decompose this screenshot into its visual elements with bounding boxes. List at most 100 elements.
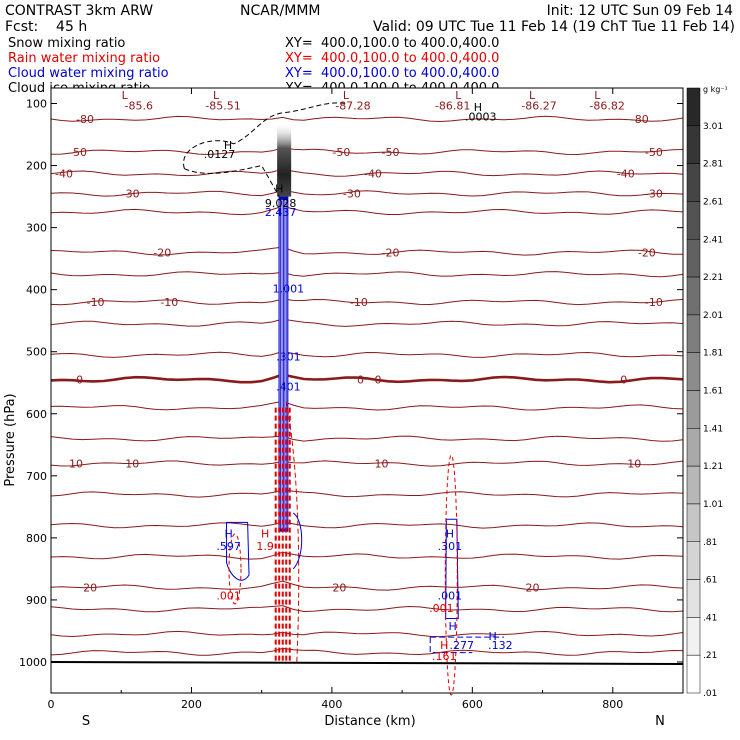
field-max-label: .277 bbox=[450, 639, 475, 652]
rain-outer-contour bbox=[285, 401, 300, 662]
temperature-contours: -80 -80-50 -50 -50 -50-40 -40 -40-30 -30 -30-20-… bbox=[50, 113, 684, 665]
colorbar-level-label: 1.01 bbox=[703, 500, 723, 510]
isotherm-955 bbox=[50, 630, 684, 638]
colorbar-level-label: .21 bbox=[703, 651, 717, 661]
field-max-label: .001 bbox=[438, 590, 463, 603]
field-max-label: .0127 bbox=[204, 148, 236, 161]
isotherm-label: 10 bbox=[375, 457, 389, 470]
minimum-label: L bbox=[122, 89, 129, 102]
isotherm-label: 10 bbox=[69, 457, 83, 470]
rain-cell-east bbox=[444, 454, 458, 696]
field-max-label: H bbox=[474, 101, 482, 114]
colorbar-level-label: .41 bbox=[703, 613, 717, 623]
field-max-label: H bbox=[446, 528, 454, 541]
isotherm-label: -20 bbox=[638, 246, 656, 259]
y-tick-label: 600 bbox=[26, 408, 47, 421]
institution: NCAR/MMM bbox=[240, 3, 321, 19]
legend-cloud-water-label: Cloud water mixing ratio bbox=[8, 66, 169, 81]
isotherm-label: -10 bbox=[160, 296, 178, 309]
minimum-label: -86.81 bbox=[435, 99, 470, 112]
legend-rain-label: Rain water mixing ratio bbox=[8, 51, 160, 66]
x-tick-label: 800 bbox=[602, 698, 623, 711]
minimum-label: -86.82 bbox=[589, 99, 624, 112]
colorbar-swatch bbox=[686, 541, 701, 580]
plot-background bbox=[51, 88, 683, 693]
hydrometeor-fields bbox=[183, 102, 504, 696]
isotherm-340 bbox=[50, 246, 684, 256]
cloud-water-cell-east bbox=[445, 518, 459, 620]
isotherm-label: -50 bbox=[382, 146, 400, 159]
minimum-label: -85.51 bbox=[205, 99, 240, 112]
isotherm-label: 10 bbox=[627, 457, 641, 470]
isotherm-label: 0 bbox=[620, 374, 627, 387]
field-max-label: .001 bbox=[429, 602, 454, 615]
x-tick-label: 600 bbox=[462, 698, 483, 711]
y-tick-label: 100 bbox=[26, 98, 47, 111]
minimum-label: L bbox=[343, 89, 350, 102]
y-tick-label: 900 bbox=[26, 594, 47, 607]
colorbar-level-label: 2.41 bbox=[703, 235, 723, 245]
y-tick-label: 1000 bbox=[19, 656, 47, 669]
isotherm-275 bbox=[50, 205, 684, 216]
isotherm-125 bbox=[50, 115, 684, 123]
legend-snow-xy: XY= 400.0,100.0 to 400.0,400.0 bbox=[285, 36, 499, 51]
colorbar-swatch bbox=[686, 352, 701, 391]
isotherm-label: -10 bbox=[87, 296, 105, 309]
colorbar-swatch bbox=[686, 125, 701, 164]
isotherm-label: 10 bbox=[125, 457, 139, 470]
field-max-label: 1.001 bbox=[273, 282, 305, 295]
colorbar-level-label: .81 bbox=[703, 538, 717, 548]
isotherm-590 bbox=[50, 400, 684, 411]
y-tick-label: 500 bbox=[26, 346, 47, 359]
field-max-label: H bbox=[489, 630, 497, 643]
isotherm-880 bbox=[50, 580, 684, 591]
isotherm-label: -50 bbox=[69, 146, 87, 159]
field-max-label: .001 bbox=[216, 590, 241, 603]
colorbar-swatch bbox=[686, 314, 701, 353]
valid-time: Valid: 09 UTC Tue 11 Feb 14 (19 ChT Tue … bbox=[373, 19, 735, 35]
colorbar-level-label: 1.21 bbox=[703, 462, 723, 472]
field-max-label: H bbox=[449, 620, 457, 633]
field-max-label: H bbox=[261, 528, 269, 541]
field-max-label: H bbox=[224, 139, 232, 152]
isotherm-label: -50 bbox=[332, 146, 350, 159]
plot-border bbox=[50, 87, 684, 694]
isotherm-label: -80 bbox=[76, 113, 94, 126]
colorbar-swatch bbox=[686, 390, 701, 429]
cloud-water-column bbox=[278, 196, 289, 532]
isotherm-245 bbox=[50, 189, 684, 197]
isotherm-label: 20 bbox=[525, 582, 539, 595]
minimum-label: L bbox=[529, 89, 536, 102]
isotherm-label: -80 bbox=[631, 113, 649, 126]
x-tick-label: 0 bbox=[48, 698, 55, 711]
isotherm-730 bbox=[50, 489, 684, 498]
field-max-label: .161 bbox=[432, 650, 457, 663]
cloud-water-cell-west bbox=[226, 521, 250, 581]
colorbar-level-label: 1.61 bbox=[703, 387, 723, 397]
isotherm-label: -30 bbox=[122, 187, 140, 200]
colorbar: 3.01 2.81 2.61 2.41 2.21 2.01 1.81 1.61 1.41 1.21… bbox=[686, 85, 728, 699]
field-max-label: H bbox=[225, 528, 233, 541]
y-tick-label: 400 bbox=[26, 284, 47, 297]
isotherm-915 bbox=[50, 605, 684, 613]
colorbar-swatch bbox=[686, 201, 701, 240]
isotherm-780 bbox=[50, 521, 684, 529]
x-tick-label: 200 bbox=[181, 698, 202, 711]
legend-rain-xy: XY= 400.0,100.0 to 400.0,400.0 bbox=[285, 51, 499, 66]
field-max-label: H bbox=[275, 183, 283, 196]
isotherm-640 bbox=[50, 435, 684, 442]
colorbar-level-label: 1.81 bbox=[703, 349, 723, 359]
field-max-label: .401 bbox=[276, 380, 301, 393]
isotherm-label: -30 bbox=[343, 187, 361, 200]
forecast-hour: Fcst: 45 h bbox=[5, 19, 87, 35]
isotherm-label: -20 bbox=[382, 246, 400, 259]
isotherm-830 bbox=[50, 551, 684, 560]
field-max-label: .0003 bbox=[465, 111, 497, 124]
colorbar-level-label: 3.01 bbox=[703, 122, 723, 132]
y-tick-label: 300 bbox=[26, 222, 47, 235]
isotherm-985 bbox=[50, 647, 684, 656]
legend: Snow mixing ratio XY= 400.0,100.0 to 400… bbox=[8, 36, 499, 96]
colorbar-level-label: 2.61 bbox=[703, 197, 723, 207]
field-max-label: .301 bbox=[276, 351, 301, 364]
